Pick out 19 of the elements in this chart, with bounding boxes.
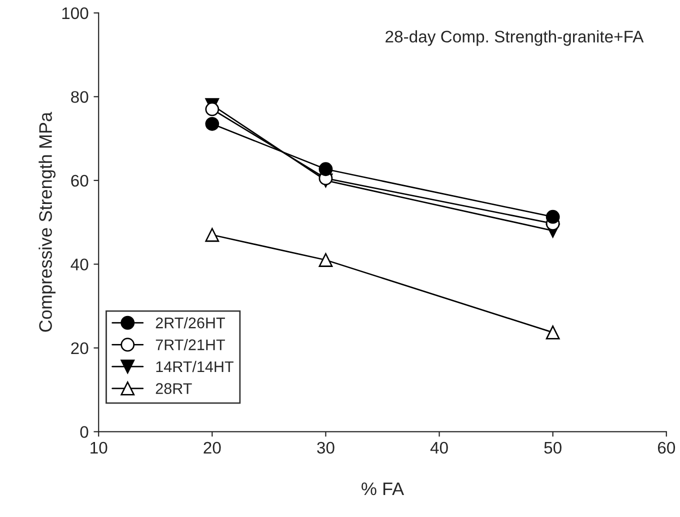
legend-label: 2RT/26HT xyxy=(156,317,225,328)
y-axis-title: Compressive Strength MPa xyxy=(38,112,56,332)
legend-label: 14RT/14HT xyxy=(156,360,234,372)
y-tick-label: 0 xyxy=(80,426,88,438)
legend-label: 7RT/21HT xyxy=(156,339,225,350)
x-tick-label: 60 xyxy=(658,442,676,454)
y-tick-label: 40 xyxy=(70,258,88,270)
x-tick-label: 20 xyxy=(204,442,221,454)
y-tick-label: 20 xyxy=(71,342,88,354)
legend-label: 28RT xyxy=(156,383,192,394)
x-tick-label: 40 xyxy=(430,442,448,454)
y-tick-label: 80 xyxy=(71,91,88,103)
x-tick-label: 50 xyxy=(544,442,562,454)
x-tick-label: 30 xyxy=(317,442,334,454)
x-tick-label: 10 xyxy=(90,442,108,454)
y-tick-label: 60 xyxy=(71,174,88,187)
x-axis-title: % FA xyxy=(362,482,404,496)
y-tick-label: 100 xyxy=(62,7,88,20)
text: 28-day Comp. Strength-granite+FA xyxy=(386,30,644,46)
